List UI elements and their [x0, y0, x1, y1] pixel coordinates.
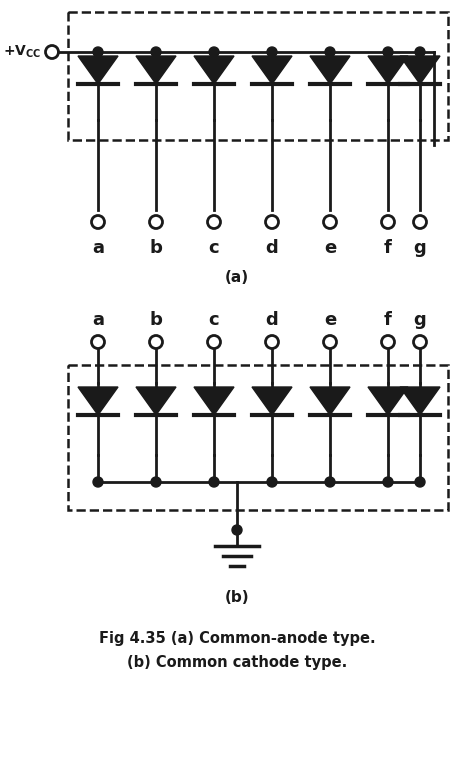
Circle shape — [209, 47, 219, 57]
Polygon shape — [78, 56, 118, 84]
Bar — [68, 12, 448, 140]
Circle shape — [93, 47, 103, 57]
Polygon shape — [368, 56, 408, 84]
Text: a: a — [92, 311, 104, 329]
Text: (b): (b) — [225, 591, 249, 605]
Text: b: b — [150, 311, 163, 329]
Circle shape — [267, 47, 277, 57]
Circle shape — [209, 477, 219, 487]
Circle shape — [151, 47, 161, 57]
Circle shape — [325, 477, 335, 487]
Circle shape — [151, 477, 161, 487]
Polygon shape — [310, 387, 350, 415]
Polygon shape — [136, 56, 176, 84]
Bar — [68, 365, 448, 510]
Text: e: e — [324, 239, 336, 257]
Text: a: a — [92, 239, 104, 257]
Polygon shape — [136, 387, 176, 415]
Text: d: d — [265, 311, 278, 329]
Text: e: e — [324, 311, 336, 329]
Circle shape — [415, 477, 425, 487]
Polygon shape — [194, 56, 234, 84]
Circle shape — [383, 47, 393, 57]
Circle shape — [383, 477, 393, 487]
Polygon shape — [400, 387, 440, 415]
Polygon shape — [310, 56, 350, 84]
Text: d: d — [265, 239, 278, 257]
Polygon shape — [78, 387, 118, 415]
Text: c: c — [209, 311, 219, 329]
Polygon shape — [252, 56, 292, 84]
Text: g: g — [414, 239, 427, 257]
Text: c: c — [209, 239, 219, 257]
Text: Fig 4.35 (a) Common-anode type.: Fig 4.35 (a) Common-anode type. — [99, 630, 375, 646]
Text: f: f — [384, 311, 392, 329]
Polygon shape — [252, 387, 292, 415]
Text: f: f — [384, 239, 392, 257]
Circle shape — [415, 47, 425, 57]
Text: (a): (a) — [225, 270, 249, 286]
Circle shape — [93, 477, 103, 487]
Polygon shape — [368, 387, 408, 415]
Polygon shape — [194, 387, 234, 415]
Text: $\bf{+V_{CC}}$: $\bf{+V_{CC}}$ — [3, 44, 42, 61]
Circle shape — [325, 47, 335, 57]
Polygon shape — [400, 56, 440, 84]
Text: (b) Common cathode type.: (b) Common cathode type. — [127, 654, 347, 669]
Circle shape — [267, 477, 277, 487]
Text: b: b — [150, 239, 163, 257]
Text: g: g — [414, 311, 427, 329]
Circle shape — [232, 525, 242, 535]
